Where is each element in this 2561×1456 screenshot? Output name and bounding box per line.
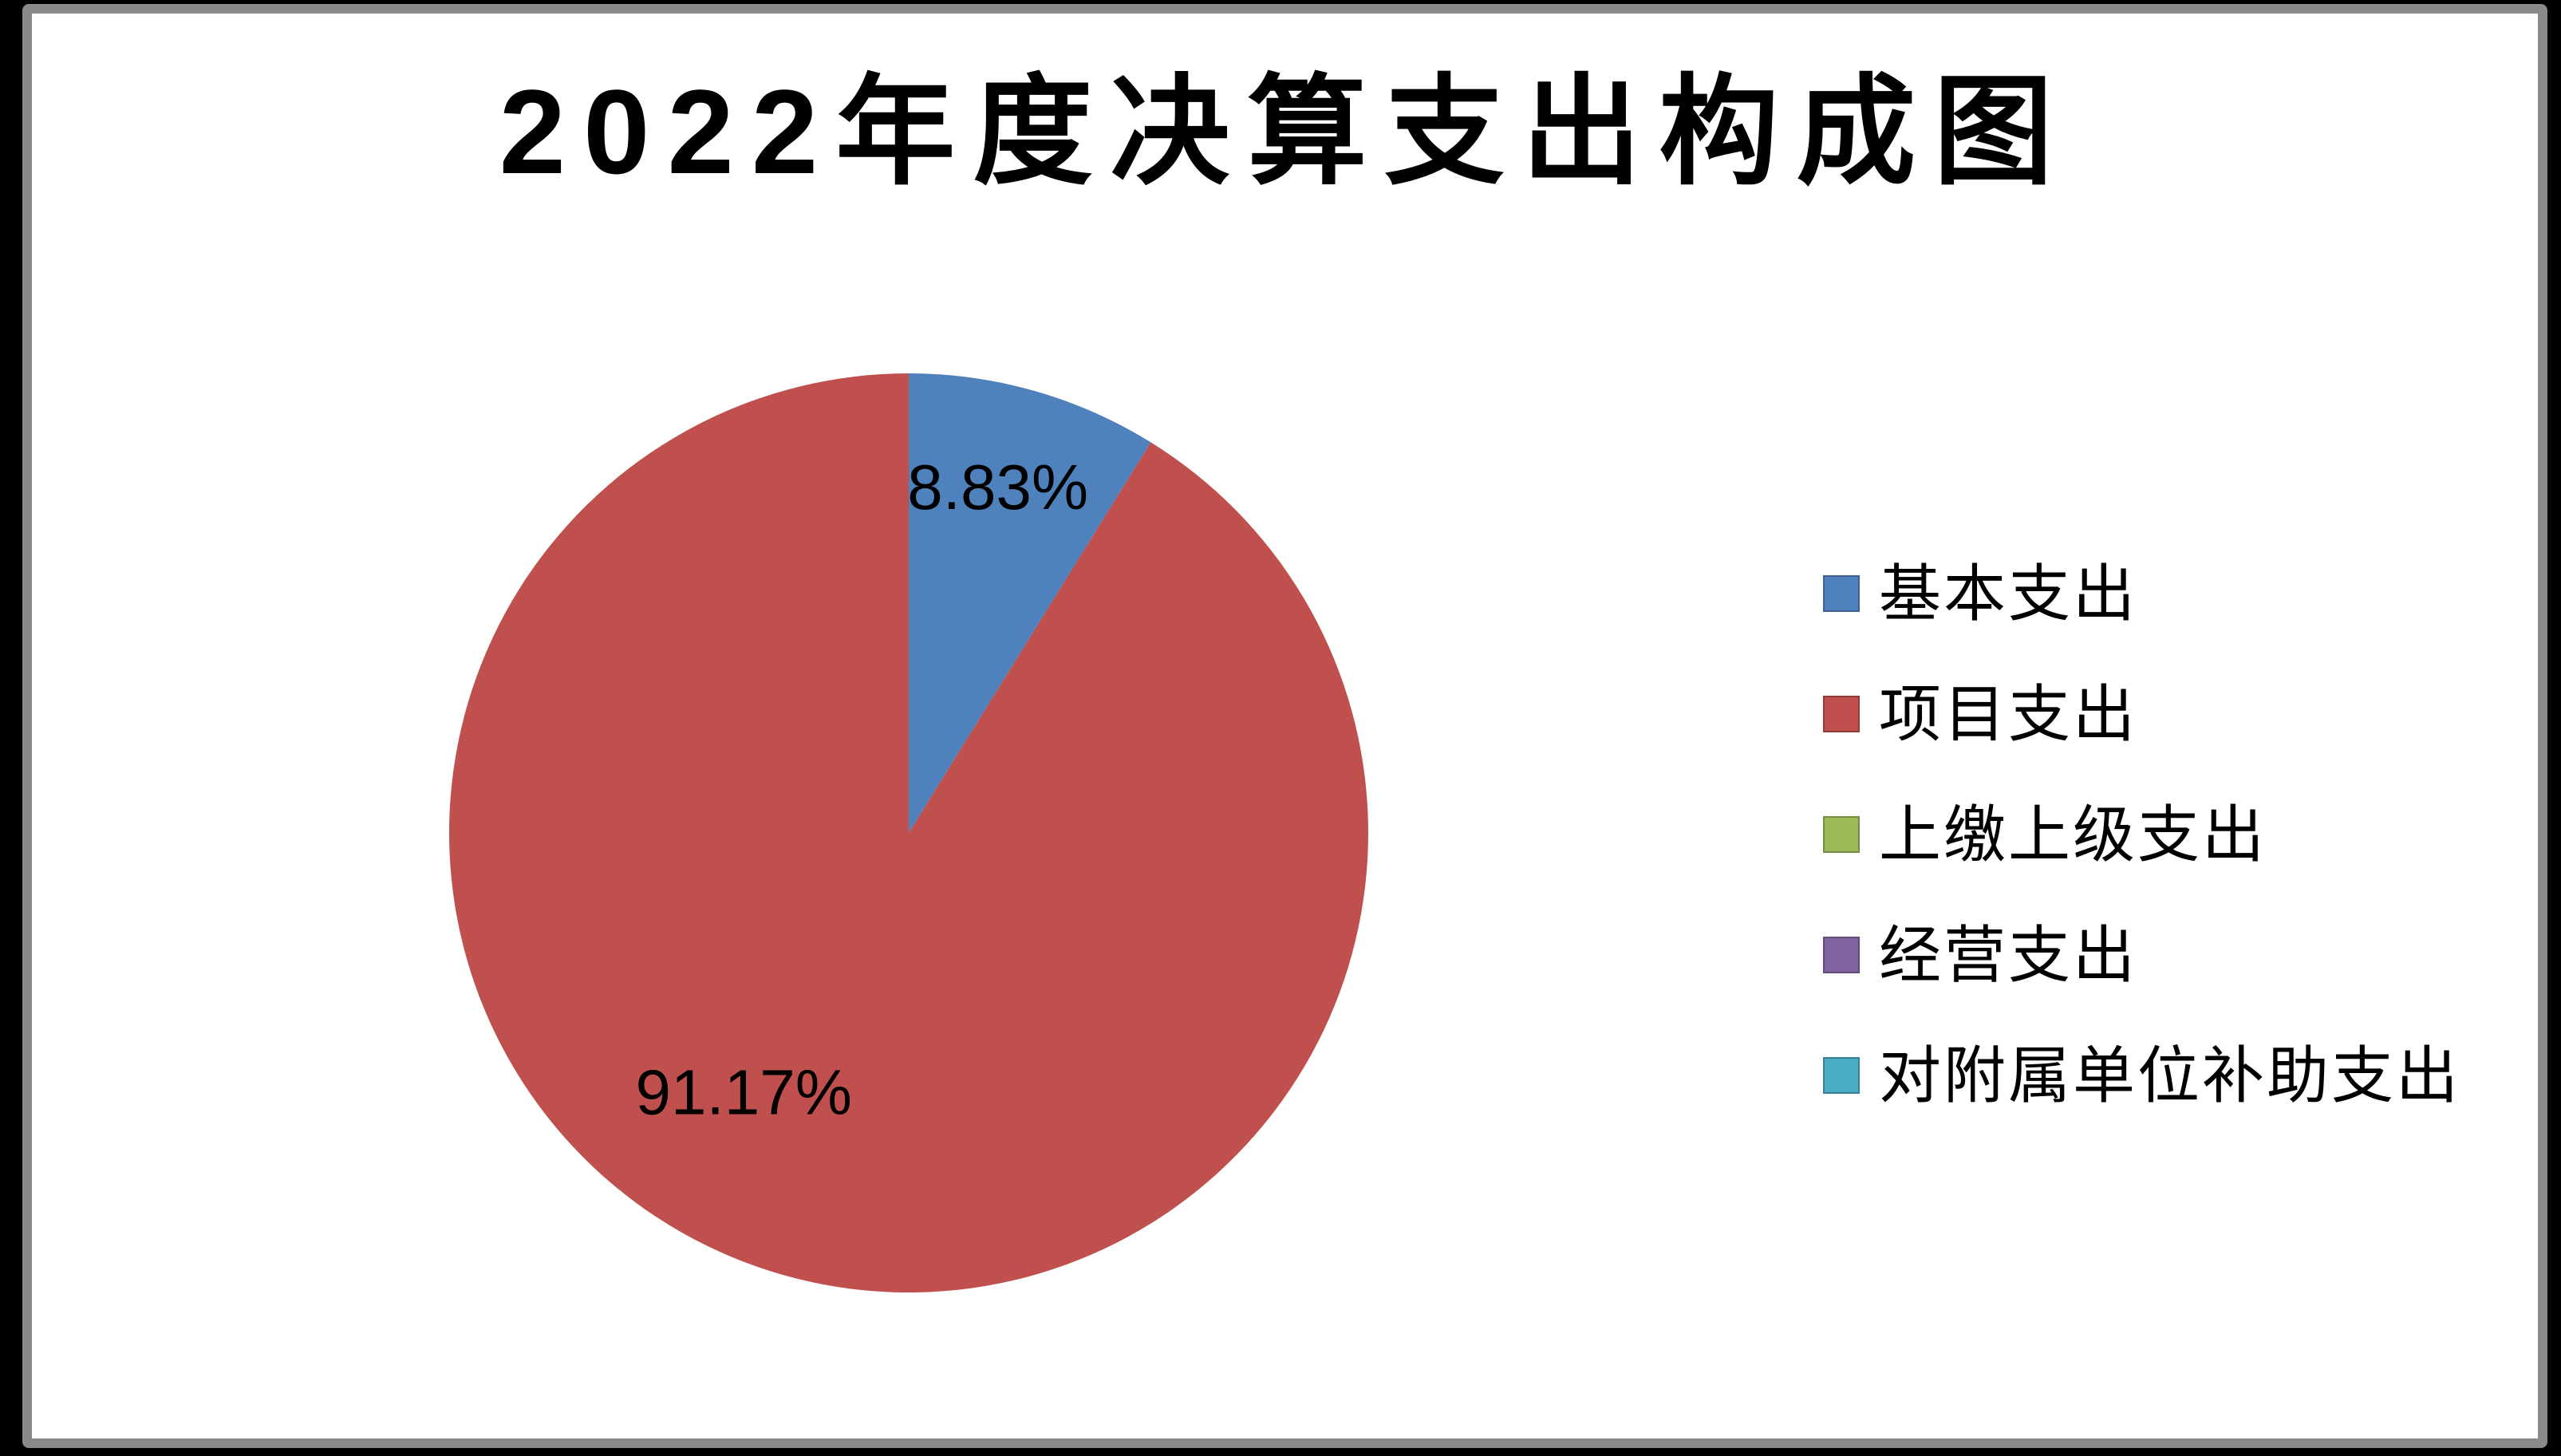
- pie-data-label-1: 91.17%: [636, 1056, 852, 1127]
- legend-label: 基本支出: [1879, 558, 2138, 629]
- pie-chart: 8.83% 91.17%: [449, 373, 1368, 1292]
- legend-item-4: 对附属单位补助支出: [1823, 1015, 2460, 1135]
- legend-item-2: 上缴上级支出: [1823, 774, 2460, 894]
- legend-swatch-icon: [1823, 815, 1860, 853]
- legend: 基本支出项目支出上缴上级支出 经营支出对附属单位补助支出: [1823, 533, 2460, 1135]
- legend-swatch-icon: [1823, 574, 1860, 612]
- legend-swatch-icon: [1823, 695, 1860, 732]
- pie-data-label-0: 8.83%: [907, 452, 1088, 523]
- pie-slice-0: [909, 373, 1151, 833]
- chart-frame: 2022年度决算支出构成图 8.83% 91.17% 基本支出项目支出上缴上级支出…: [22, 4, 2547, 1448]
- legend-label: 项目支出: [1879, 678, 2138, 749]
- legend-swatch-icon: [1823, 1056, 1860, 1094]
- legend-label: 对附属单位补助支出: [1879, 1040, 2461, 1111]
- pie-slice-1: [449, 373, 1368, 1292]
- legend-swatch-icon: [1823, 936, 1860, 973]
- legend-item-3: 经营支出: [1823, 894, 2460, 1015]
- legend-label: 经营支出: [1879, 919, 2138, 990]
- legend-label: 上缴上级支出: [1879, 799, 2267, 870]
- legend-item-1: 项目支出: [1823, 653, 2460, 774]
- chart-title: 2022年度决算支出构成图: [499, 65, 2071, 199]
- legend-item-0: 基本支出: [1823, 533, 2460, 653]
